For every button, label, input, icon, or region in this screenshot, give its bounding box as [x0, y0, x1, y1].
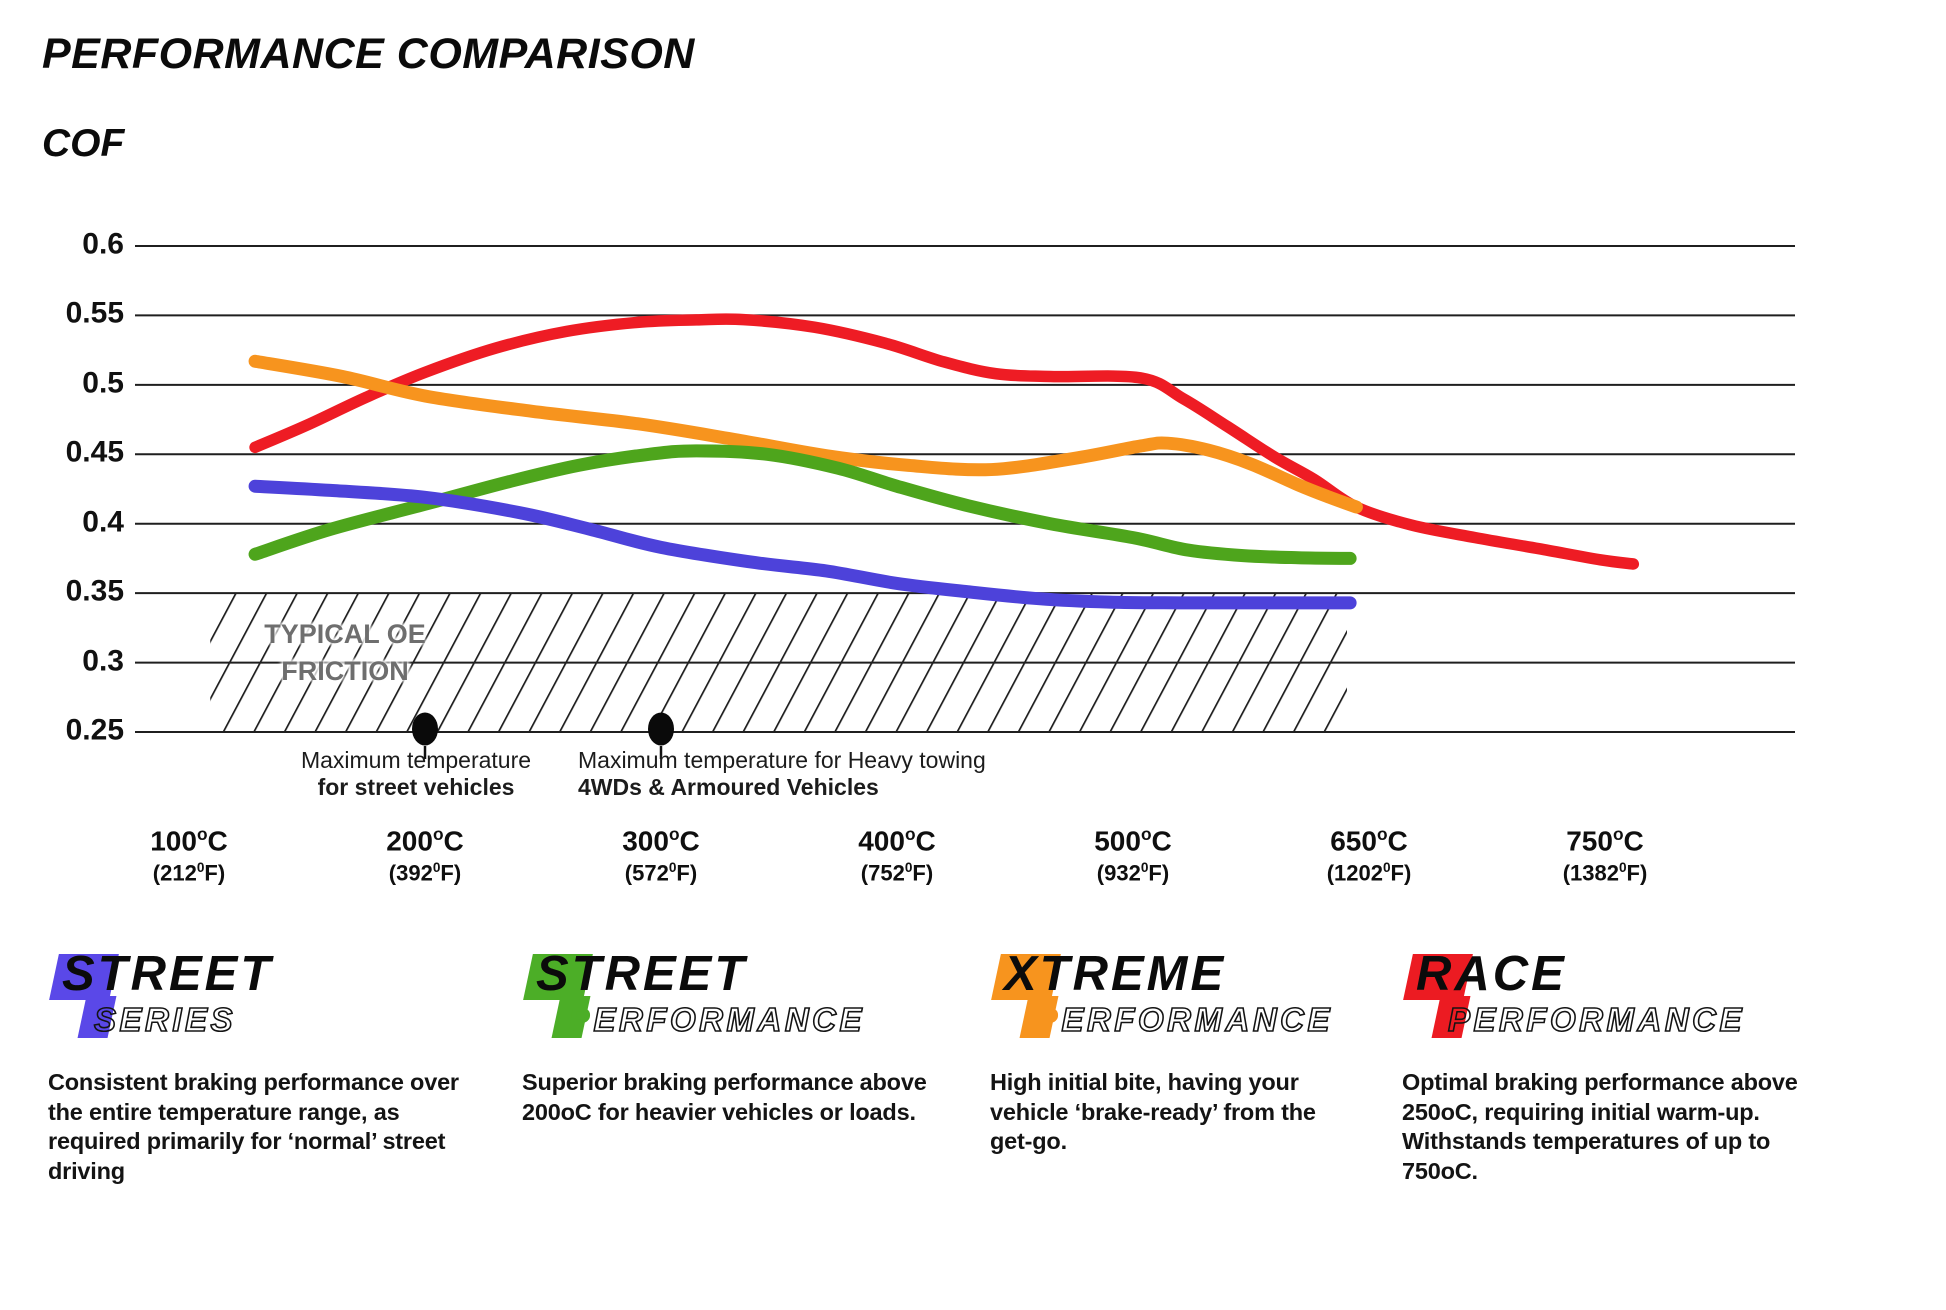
logo-word2: SERIES [93, 1001, 237, 1039]
y-tick-label: 0.45 [65, 435, 124, 469]
xtreme-performance-logo: XTREME PERFORMANCE [988, 948, 1378, 1054]
cof-temperature-chart [135, 245, 1795, 759]
x-tick-label: 750oC (13820F) [1562, 824, 1648, 886]
annotation-line1: Maximum temperature [300, 747, 532, 773]
street-performance-logo: STREET PERFORMANCE [520, 948, 950, 1054]
x-tick-label: 400oC (7520F) [858, 824, 936, 886]
y-tick-label: 0.35 [65, 574, 124, 608]
legend-xtreme-performance: XTREME PERFORMANCE High initial bite, ha… [988, 948, 1378, 1157]
logo-word2: PERFORMANCE [1447, 1001, 1746, 1039]
max-temp-dot [648, 712, 674, 746]
x-tick-label: 300oC (5720F) [622, 824, 700, 886]
y-tick-label: 0.4 [82, 505, 124, 539]
annotation-line1: Maximum temperature for Heavy towing [578, 747, 986, 773]
x-tick-label: 650oC (12020F) [1326, 824, 1412, 886]
legend-race-performance: RACE PERFORMANCE Optimal braking perform… [1400, 948, 1845, 1186]
series-line-street-series [248, 479, 1357, 610]
logo-word1: XTREME [1004, 947, 1227, 1001]
logo-word2: PERFORMANCE [568, 1001, 866, 1039]
logo-word1: RACE [1416, 947, 1567, 1001]
y-tick-label: 0.3 [82, 644, 124, 678]
race-performance-logo: RACE PERFORMANCE [1400, 948, 1845, 1054]
annotation-line2: for street vehicles [317, 774, 515, 800]
x-tick-label: 200oC (3920F) [386, 824, 464, 886]
legend-street-performance: STREET PERFORMANCE Superior braking perf… [520, 948, 950, 1127]
x-tick-label: 100oC (2120F) [150, 824, 228, 886]
legend-description: Superior braking performance above 200oC… [522, 1069, 927, 1125]
y-tick-label: 0.25 [65, 713, 124, 747]
y-tick-label: 0.6 [82, 227, 124, 261]
y-tick-label: 0.5 [82, 366, 124, 400]
x-tick-label: 500oC (9320F) [1094, 824, 1172, 886]
oe-label-line2: FRICTION [281, 656, 409, 686]
street-series-logo: STREET SERIES [46, 948, 476, 1054]
max-temp-annotation: Maximum temperature for street vehicles [186, 747, 646, 801]
legend-description: High initial bite, having your vehicle ‘… [990, 1069, 1316, 1154]
max-temp-dot [412, 712, 438, 746]
legend-street-series: STREET SERIES Consistent braking perform… [46, 948, 476, 1186]
legend-description: Optimal braking performance above 250oC,… [1402, 1069, 1798, 1184]
page-title: PERFORMANCE COMPARISON [42, 30, 695, 78]
legend-description: Consistent braking performance over the … [48, 1069, 459, 1184]
logo-word2: PERFORMANCE [1036, 1001, 1334, 1039]
y-axis-title: COF [42, 122, 125, 165]
logo-word1: STREET [536, 947, 748, 1001]
oe-label-line1: TYPICAL OE [264, 619, 426, 649]
series-line-street-performance [248, 444, 1357, 565]
series-line-xtreme-performance [248, 354, 1363, 514]
logo-word1: STREET [62, 947, 274, 1001]
series-line-race-performance [249, 313, 1640, 570]
typical-oe-friction-label: TYPICAL OE FRICTION [214, 616, 476, 690]
max-temp-annotation: Maximum temperature for Heavy towing 4WDs… [578, 747, 1058, 801]
y-tick-label: 0.55 [65, 297, 124, 331]
annotation-line2: 4WDs & Armoured Vehicles [578, 774, 879, 800]
